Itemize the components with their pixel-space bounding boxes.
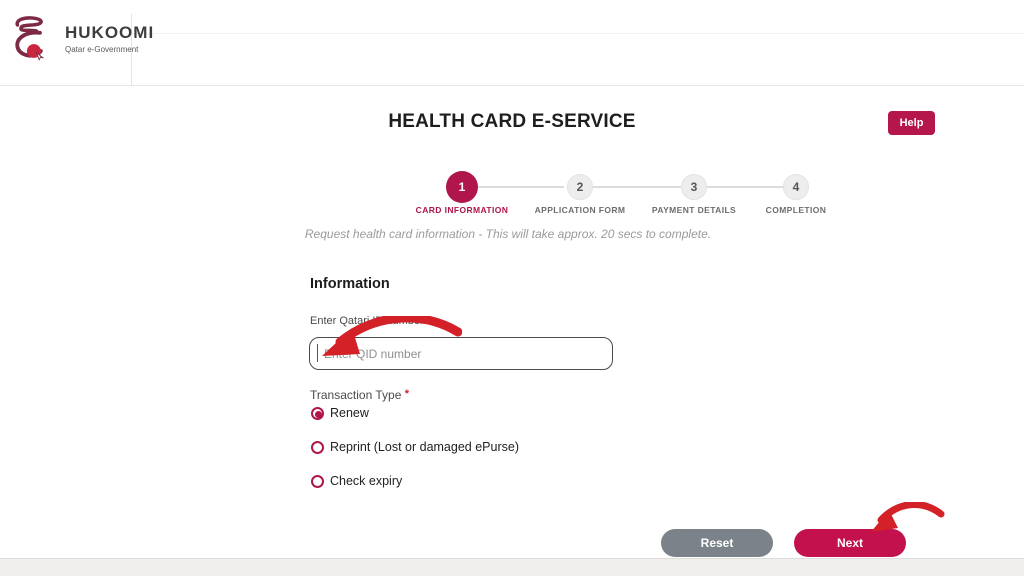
page-subtitle: Request health card information - This w… (304, 227, 712, 241)
radio-option-check-expiry[interactable]: Check expiry (311, 474, 402, 488)
radio-selected-icon[interactable] (311, 406, 324, 420)
logo-title: HUKOOMI (65, 22, 155, 42)
header-divider (131, 14, 132, 86)
step-connector (478, 186, 564, 188)
qid-label-text: Enter Qatari ID number: (310, 315, 427, 327)
radio-option-renew[interactable]: Renew (311, 406, 369, 420)
step-3-circle: 3 (681, 174, 707, 200)
step-1-label: CARD INFORMATION (415, 205, 509, 215)
section-title-information: Information (310, 276, 390, 292)
step-connector (706, 186, 783, 188)
top-header: HUKOOMI Qatar e-Government (0, 0, 1024, 86)
step-2-number: 2 (576, 180, 584, 194)
help-button[interactable]: Help (888, 111, 935, 135)
step-1-circle: 1 (446, 171, 478, 203)
transaction-type-text: Transaction Type (310, 388, 402, 402)
radio-option-reprint[interactable]: Reprint (Lost or damaged ePurse) (311, 440, 519, 454)
transaction-type-label: Transaction Type * (310, 388, 409, 402)
step-2-label: APPLICATION FORM (534, 205, 626, 215)
reset-button[interactable]: Reset (661, 529, 773, 557)
hukoomi-logo-icon (15, 16, 44, 61)
logo-subtitle: Qatar e-Government (65, 44, 139, 54)
step-connector (593, 186, 681, 188)
hukoomi-logo[interactable]: HUKOOMI Qatar e-Government (7, 12, 154, 64)
step-1-number: 1 (458, 180, 466, 194)
required-asterisk: * (426, 315, 432, 327)
qid-field-label: Enter Qatari ID number:* (310, 315, 431, 327)
step-4-circle: 4 (783, 174, 809, 200)
radio-label: Renew (330, 406, 369, 420)
radio-unselected-icon[interactable] (311, 474, 324, 488)
text-caret (317, 344, 318, 362)
header-subline (132, 33, 1024, 34)
step-2-circle: 2 (567, 174, 593, 200)
step-4-label: COMPLETION (765, 205, 827, 215)
bottom-strip (0, 558, 1024, 576)
next-button[interactable]: Next (794, 529, 906, 557)
step-3-number: 3 (690, 180, 698, 194)
page-title: HEALTH CARD E-SERVICE (388, 111, 636, 132)
step-3-label: PAYMENT DETAILS (651, 205, 737, 215)
radio-unselected-icon[interactable] (311, 440, 324, 454)
qid-input[interactable] (309, 337, 613, 370)
radio-label: Check expiry (330, 474, 403, 488)
required-asterisk: * (404, 388, 410, 400)
radio-label: Reprint (Lost or damaged ePurse) (330, 440, 519, 454)
step-4-number: 4 (792, 180, 800, 194)
